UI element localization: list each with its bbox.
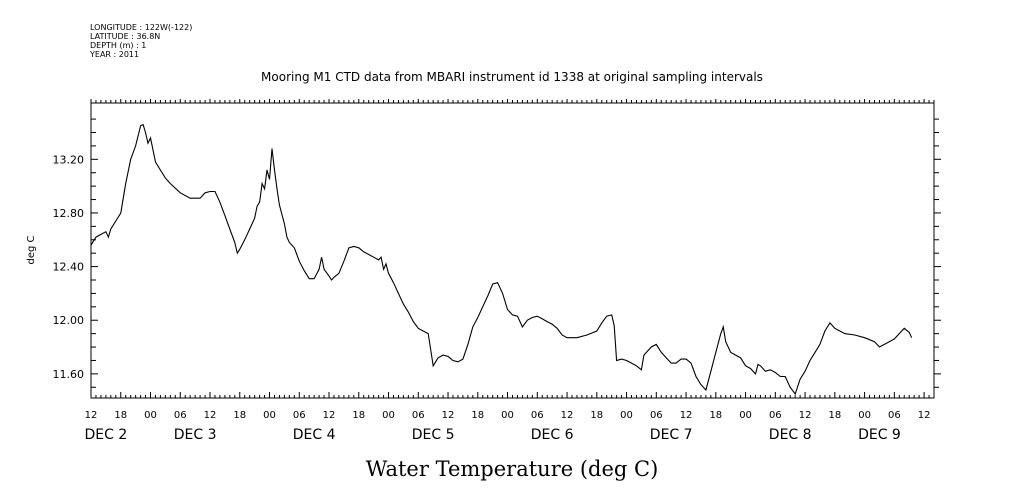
x-hour-label: 00 [858,410,871,421]
plot-frame [90,102,935,399]
y-tick-label: 12.00 [53,314,85,327]
x-hour-label: 12 [323,410,336,421]
x-hour-label: 06 [174,410,187,421]
x-hour-label: 06 [531,410,544,421]
x-hour-label: 00 [501,410,514,421]
x-hour-label: 00 [382,410,395,421]
x-hour-label: 12 [85,410,98,421]
x-hour-label: 18 [114,410,127,421]
x-hour-label: 18 [709,410,722,421]
chart-title: Mooring M1 CTD data from MBARI instrumen… [261,70,763,84]
x-hour-label: 06 [293,410,306,421]
y-tick-label: 12.80 [53,207,85,220]
x-day-label: DEC 2 [84,427,127,443]
x-hour-label: 18 [352,410,365,421]
metadata-block: LONGITUDE : 122W(-122) LATITUDE : 36.8N … [89,23,192,59]
temperature-series-line [90,123,913,396]
x-hour-label: 12 [799,410,812,421]
y-tick-labels: 11.60 12.00 12.40 12.80 13.20 [53,153,85,381]
x-hour-label: 06 [888,410,901,421]
x-hour-label: 00 [620,410,633,421]
x-hour-label: 12 [204,410,217,421]
x-day-label: DEC 8 [769,427,812,443]
x-hour-label: 12 [918,410,931,421]
meta-longitude: LONGITUDE : 122W(-122) [90,23,192,32]
x-hour-label: 18 [233,410,246,421]
x-tick-labels: 12 18 00 06 12 18 00 06 12 18 00 06 12 18 00 06 12 18 00 06… [84,410,930,443]
y-tick-label: 12.40 [53,261,85,274]
x-hour-label: 12 [442,410,455,421]
meta-latitude: LATITUDE : 36.8N [90,32,160,41]
x-day-label: DEC 5 [412,427,455,443]
x-hour-label: 00 [263,410,276,421]
x-hour-label: 12 [680,410,693,421]
x-hour-label: 18 [590,410,603,421]
x-hour-label: 18 [828,410,841,421]
x-day-label: DEC 6 [531,427,574,443]
x-hour-label: 18 [471,410,484,421]
y-tick-label: 11.60 [53,368,85,381]
y-tick-label: 13.20 [53,153,85,166]
y-axis-label: deg C [26,235,37,264]
x-hour-label: 00 [144,410,157,421]
axis-ticks [90,99,941,398]
x-hour-label: 00 [739,410,752,421]
x-day-label: DEC 9 [858,427,901,443]
x-day-label: DEC 3 [174,427,217,443]
x-hour-label: 12 [561,410,574,421]
x-day-label: DEC 7 [650,427,693,443]
x-hour-label: 06 [769,410,782,421]
x-hour-label: 06 [412,410,425,421]
x-hour-label: 06 [650,410,663,421]
x-axis-title: Water Temperature (deg C) [366,457,659,481]
x-day-label: DEC 4 [293,427,336,443]
meta-depth: DEPTH (m) : 1 [90,41,146,50]
meta-year: YEAR : 2011 [89,50,139,59]
